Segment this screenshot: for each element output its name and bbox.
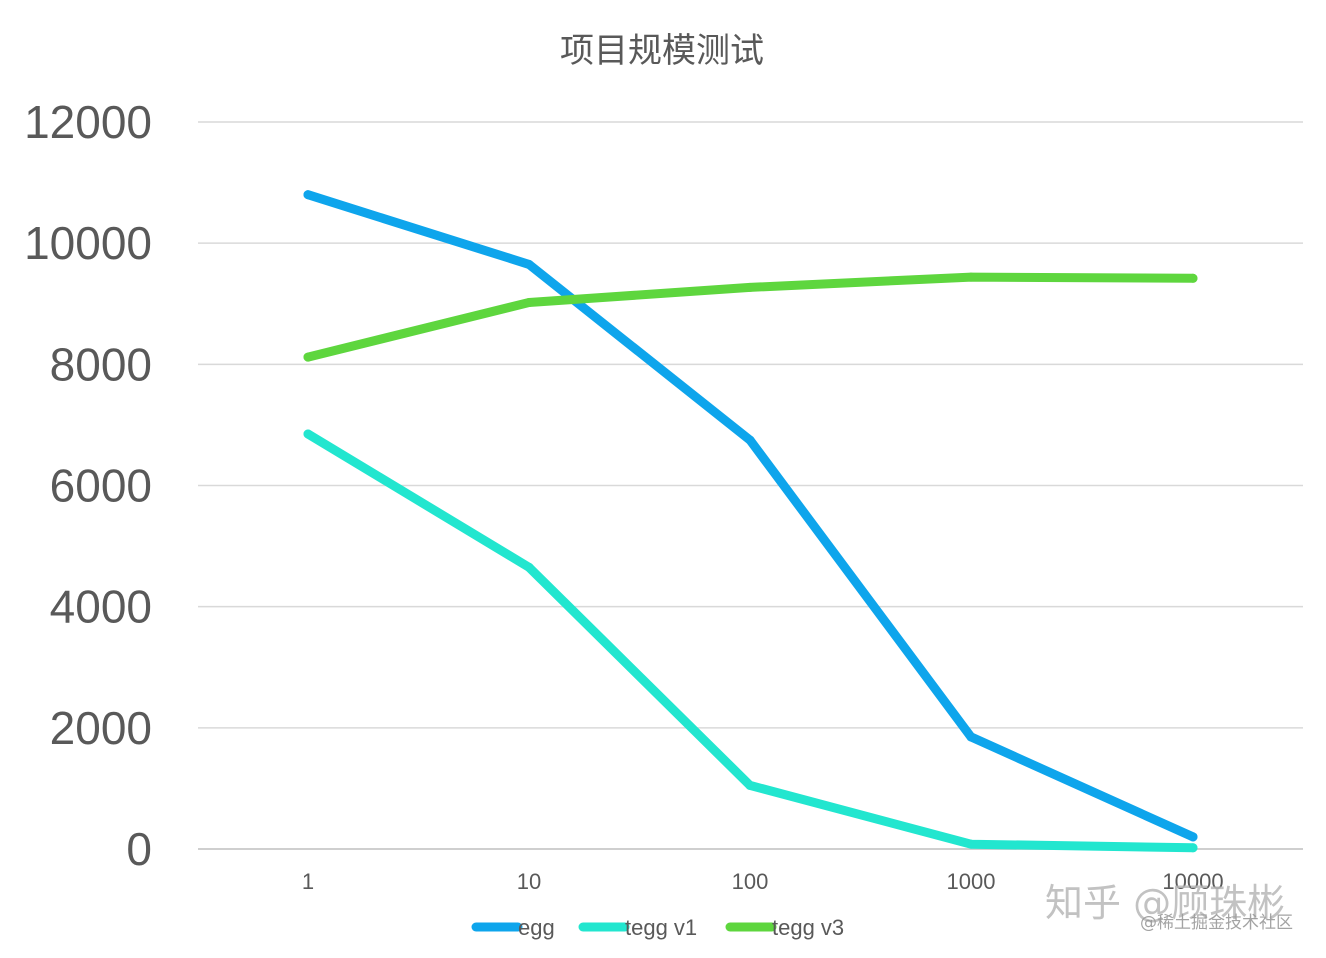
gridlines [198, 121, 1303, 850]
data-point [966, 839, 976, 849]
data-point [1188, 832, 1198, 842]
x-tick-label: 1 [302, 869, 314, 894]
chart-title: 项目规模测试 [560, 31, 764, 71]
data-point [1188, 273, 1198, 283]
data-point [745, 282, 755, 292]
data-point [745, 435, 755, 445]
data-point [524, 298, 534, 308]
x-tick-label: 100 [732, 869, 769, 894]
data-point [745, 780, 755, 790]
legend-label: tegg v3 [772, 915, 844, 940]
y-tick-label: 0 [126, 823, 152, 875]
series-lines [303, 190, 1198, 853]
watermark-main: 知乎 @顾珠彬 [1045, 881, 1285, 925]
x-tick-label: 10000 [1162, 869, 1223, 894]
y-axis: 0 2000 4000 6000 8000 10000 12000 [24, 96, 152, 875]
data-point [524, 259, 534, 269]
x-tick-label: 10 [517, 869, 541, 894]
y-tick-label: 2000 [50, 702, 152, 754]
watermark-sub: @稀土掘金技术社区 [1140, 913, 1293, 933]
data-point [524, 562, 534, 572]
y-tick-label: 8000 [50, 338, 152, 390]
y-tick-label: 12000 [24, 96, 152, 148]
legend-label: egg [518, 915, 555, 940]
data-point [966, 732, 976, 742]
x-axis: 1 10 100 1000 10000 [302, 869, 1224, 894]
data-point [303, 352, 313, 362]
legend: egg tegg v1 tegg v3 [471, 915, 844, 940]
y-tick-label: 6000 [50, 460, 152, 512]
data-point [303, 429, 313, 439]
y-tick-label: 10000 [24, 217, 152, 269]
x-tick-label: 1000 [947, 869, 996, 894]
legend-label: tegg v1 [625, 915, 697, 940]
data-point [966, 272, 976, 282]
data-point [1188, 843, 1198, 853]
y-tick-label: 4000 [50, 581, 152, 633]
data-point [303, 190, 313, 200]
